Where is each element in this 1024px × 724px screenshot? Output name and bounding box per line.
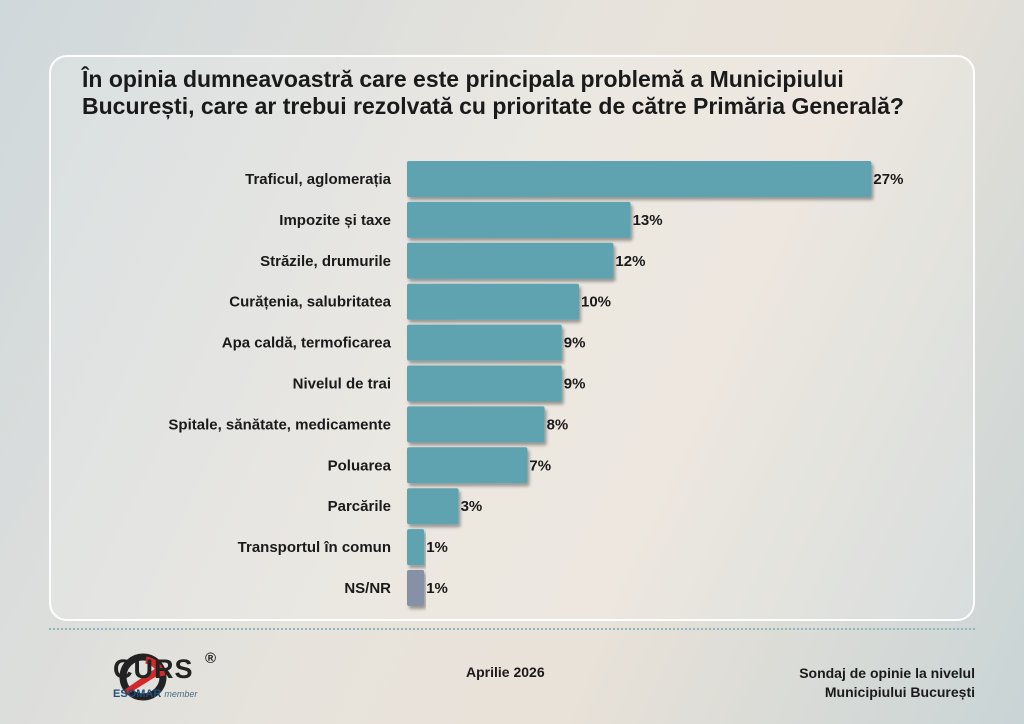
- bar-spitale-sanatate-medicamente: [407, 406, 545, 443]
- value-label-curatenia-salubritatea: 10%: [581, 294, 611, 311]
- bar-strazile-drumurile: [407, 242, 614, 279]
- esomar-member-label: member: [164, 689, 198, 699]
- footer-divider: [49, 628, 975, 630]
- chart-title: În opinia dumneavoastră care este princi…: [82, 66, 904, 119]
- category-label-apa-calda-termoficarea: Apa caldă, termoficarea: [222, 335, 392, 352]
- category-label-poluarea: Poluarea: [328, 457, 392, 474]
- survey-date: Aprilie 2026: [466, 664, 545, 680]
- bar-apa-calda-termoficarea: [407, 324, 562, 361]
- category-label-impozite-si-taxe: Impozite și taxe: [279, 212, 391, 229]
- value-label-poluarea: 7%: [529, 457, 551, 474]
- logo-registered-mark: ®: [205, 650, 217, 667]
- value-label-apa-calda-termoficarea: 9%: [564, 335, 586, 352]
- logo-esomar: ESOMAR member: [113, 688, 197, 700]
- category-label-ns-nr: NS/NR: [344, 580, 391, 597]
- category-label-traficul-aglomeratia: Traficul, aglomerația: [245, 171, 392, 188]
- esomar-label: ESOMAR: [113, 688, 162, 700]
- bar-impozite-si-taxe: [407, 201, 631, 238]
- bar-traficul-aglomeratia: [407, 161, 872, 197]
- category-label-nivelul-de-trai: Nivelul de trai: [293, 376, 391, 393]
- logo-text: CURS: [113, 654, 194, 684]
- category-label-parcarile: Parcările: [328, 498, 391, 515]
- value-label-transportul-in-comun: 1%: [426, 539, 448, 556]
- value-label-traficul-aglomeratia: 27%: [873, 171, 903, 188]
- category-label-strazile-drumurile: Străzile, drumurile: [260, 253, 391, 270]
- category-label-curatenia-salubritatea: Curățenia, salubritatea: [229, 294, 391, 311]
- bar-curatenia-salubritatea: [407, 283, 579, 320]
- value-label-impozite-si-taxe: 13%: [633, 212, 663, 229]
- category-label-spitale-sanatate-medicamente: Spitale, sănătate, medicamente: [168, 416, 391, 433]
- bar-poluarea: [407, 447, 528, 484]
- category-label-transportul-in-comun: Transportul în comun: [238, 539, 391, 556]
- value-label-nivelul-de-trai: 9%: [564, 376, 586, 393]
- survey-source: Sondaj de opinie la nivelul Municipiului…: [799, 665, 975, 700]
- value-label-parcarile: 3%: [461, 498, 483, 515]
- value-label-ns-nr: 1%: [426, 580, 448, 597]
- bar-nivelul-de-trai: [407, 365, 562, 402]
- bar-transportul-in-comun: [407, 529, 425, 566]
- curs-logo-icon: [119, 653, 167, 701]
- value-label-strazile-drumurile: 12%: [615, 253, 645, 270]
- bar-ns-nr: [407, 570, 425, 606]
- bar-parcarile: [407, 488, 459, 525]
- value-label-spitale-sanatate-medicamente: 8%: [547, 416, 569, 433]
